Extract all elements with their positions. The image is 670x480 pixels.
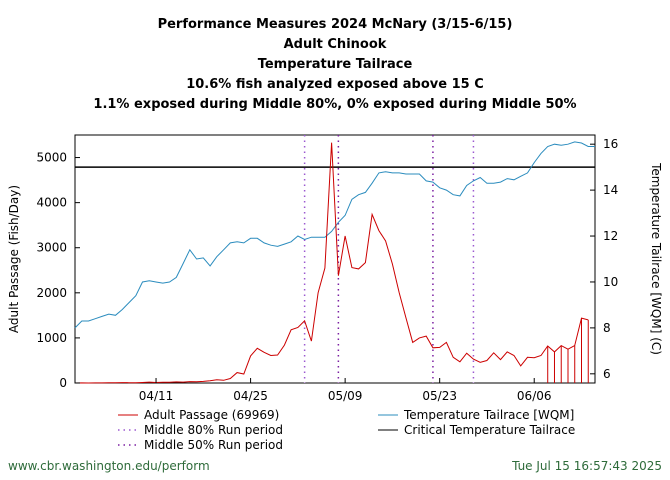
passage-series-line (74, 142, 589, 384)
y2-tick-label: 12 (603, 229, 618, 243)
x-tick-label: 05/23 (422, 389, 457, 403)
y2-tick-label: 6 (603, 367, 611, 381)
y-axis-label: Adult Passage (Fish/Day) (7, 185, 21, 333)
y2-axis-label: Temperature Tailrace [WQM] (C) (649, 162, 663, 355)
legend-label: Adult Passage (69969) (144, 408, 279, 422)
title-line: Performance Measures 2024 McNary (3/15-6… (158, 17, 513, 32)
plot-area (74, 134, 596, 384)
y-tick-label: 2000 (36, 286, 67, 300)
legend-label: Middle 80% Run period (144, 423, 283, 437)
title-line: Temperature Tailrace (258, 57, 413, 72)
footer-source-link[interactable]: www.cbr.washington.edu/perform (8, 459, 210, 473)
legend-label: Critical Temperature Tailrace (404, 423, 575, 437)
plot-frame (74, 134, 596, 384)
x-tick-label: 04/11 (139, 389, 174, 403)
x-tick-label: 05/09 (328, 389, 363, 403)
y-tick-label: 4000 (36, 196, 67, 210)
x-axis: 04/11 04/25 05/09 05/23 06/06 (139, 378, 552, 403)
y-tick-label: 5000 (36, 151, 67, 165)
title-line: Adult Chinook (284, 37, 387, 52)
y-tick-label: 3000 (36, 241, 67, 255)
chart-title: Performance Measures 2024 McNary (3/15-6… (93, 17, 576, 112)
y2-tick-label: 16 (603, 137, 618, 151)
y2-tick-label: 8 (603, 321, 611, 335)
y-tick-label: 0 (59, 376, 67, 390)
temperature-series-line (74, 141, 595, 329)
footer-timestamp: Tue Jul 15 16:57:43 2025 (511, 459, 662, 473)
x-tick-label: 04/25 (233, 389, 268, 403)
legend-label: Middle 50% Run period (144, 438, 283, 452)
title-line: 10.6% fish analyzed exposed above 15 C (186, 77, 484, 92)
exposure-bars (547, 318, 589, 383)
right-axis: 6 8 10 12 14 16 (590, 137, 618, 381)
y2-tick-label: 14 (603, 183, 618, 197)
x-tick-label: 06/06 (517, 389, 552, 403)
y-tick-label: 1000 (36, 331, 67, 345)
title-line: 1.1% exposed during Middle 80%, 0% expos… (93, 97, 576, 112)
left-axis: 0 1000 2000 3000 4000 5000 (36, 151, 80, 390)
y2-tick-label: 10 (603, 275, 618, 289)
legend: Adult Passage (69969) Temperature Tailrac… (118, 408, 575, 452)
legend-label: Temperature Tailrace [WQM] (403, 408, 574, 422)
